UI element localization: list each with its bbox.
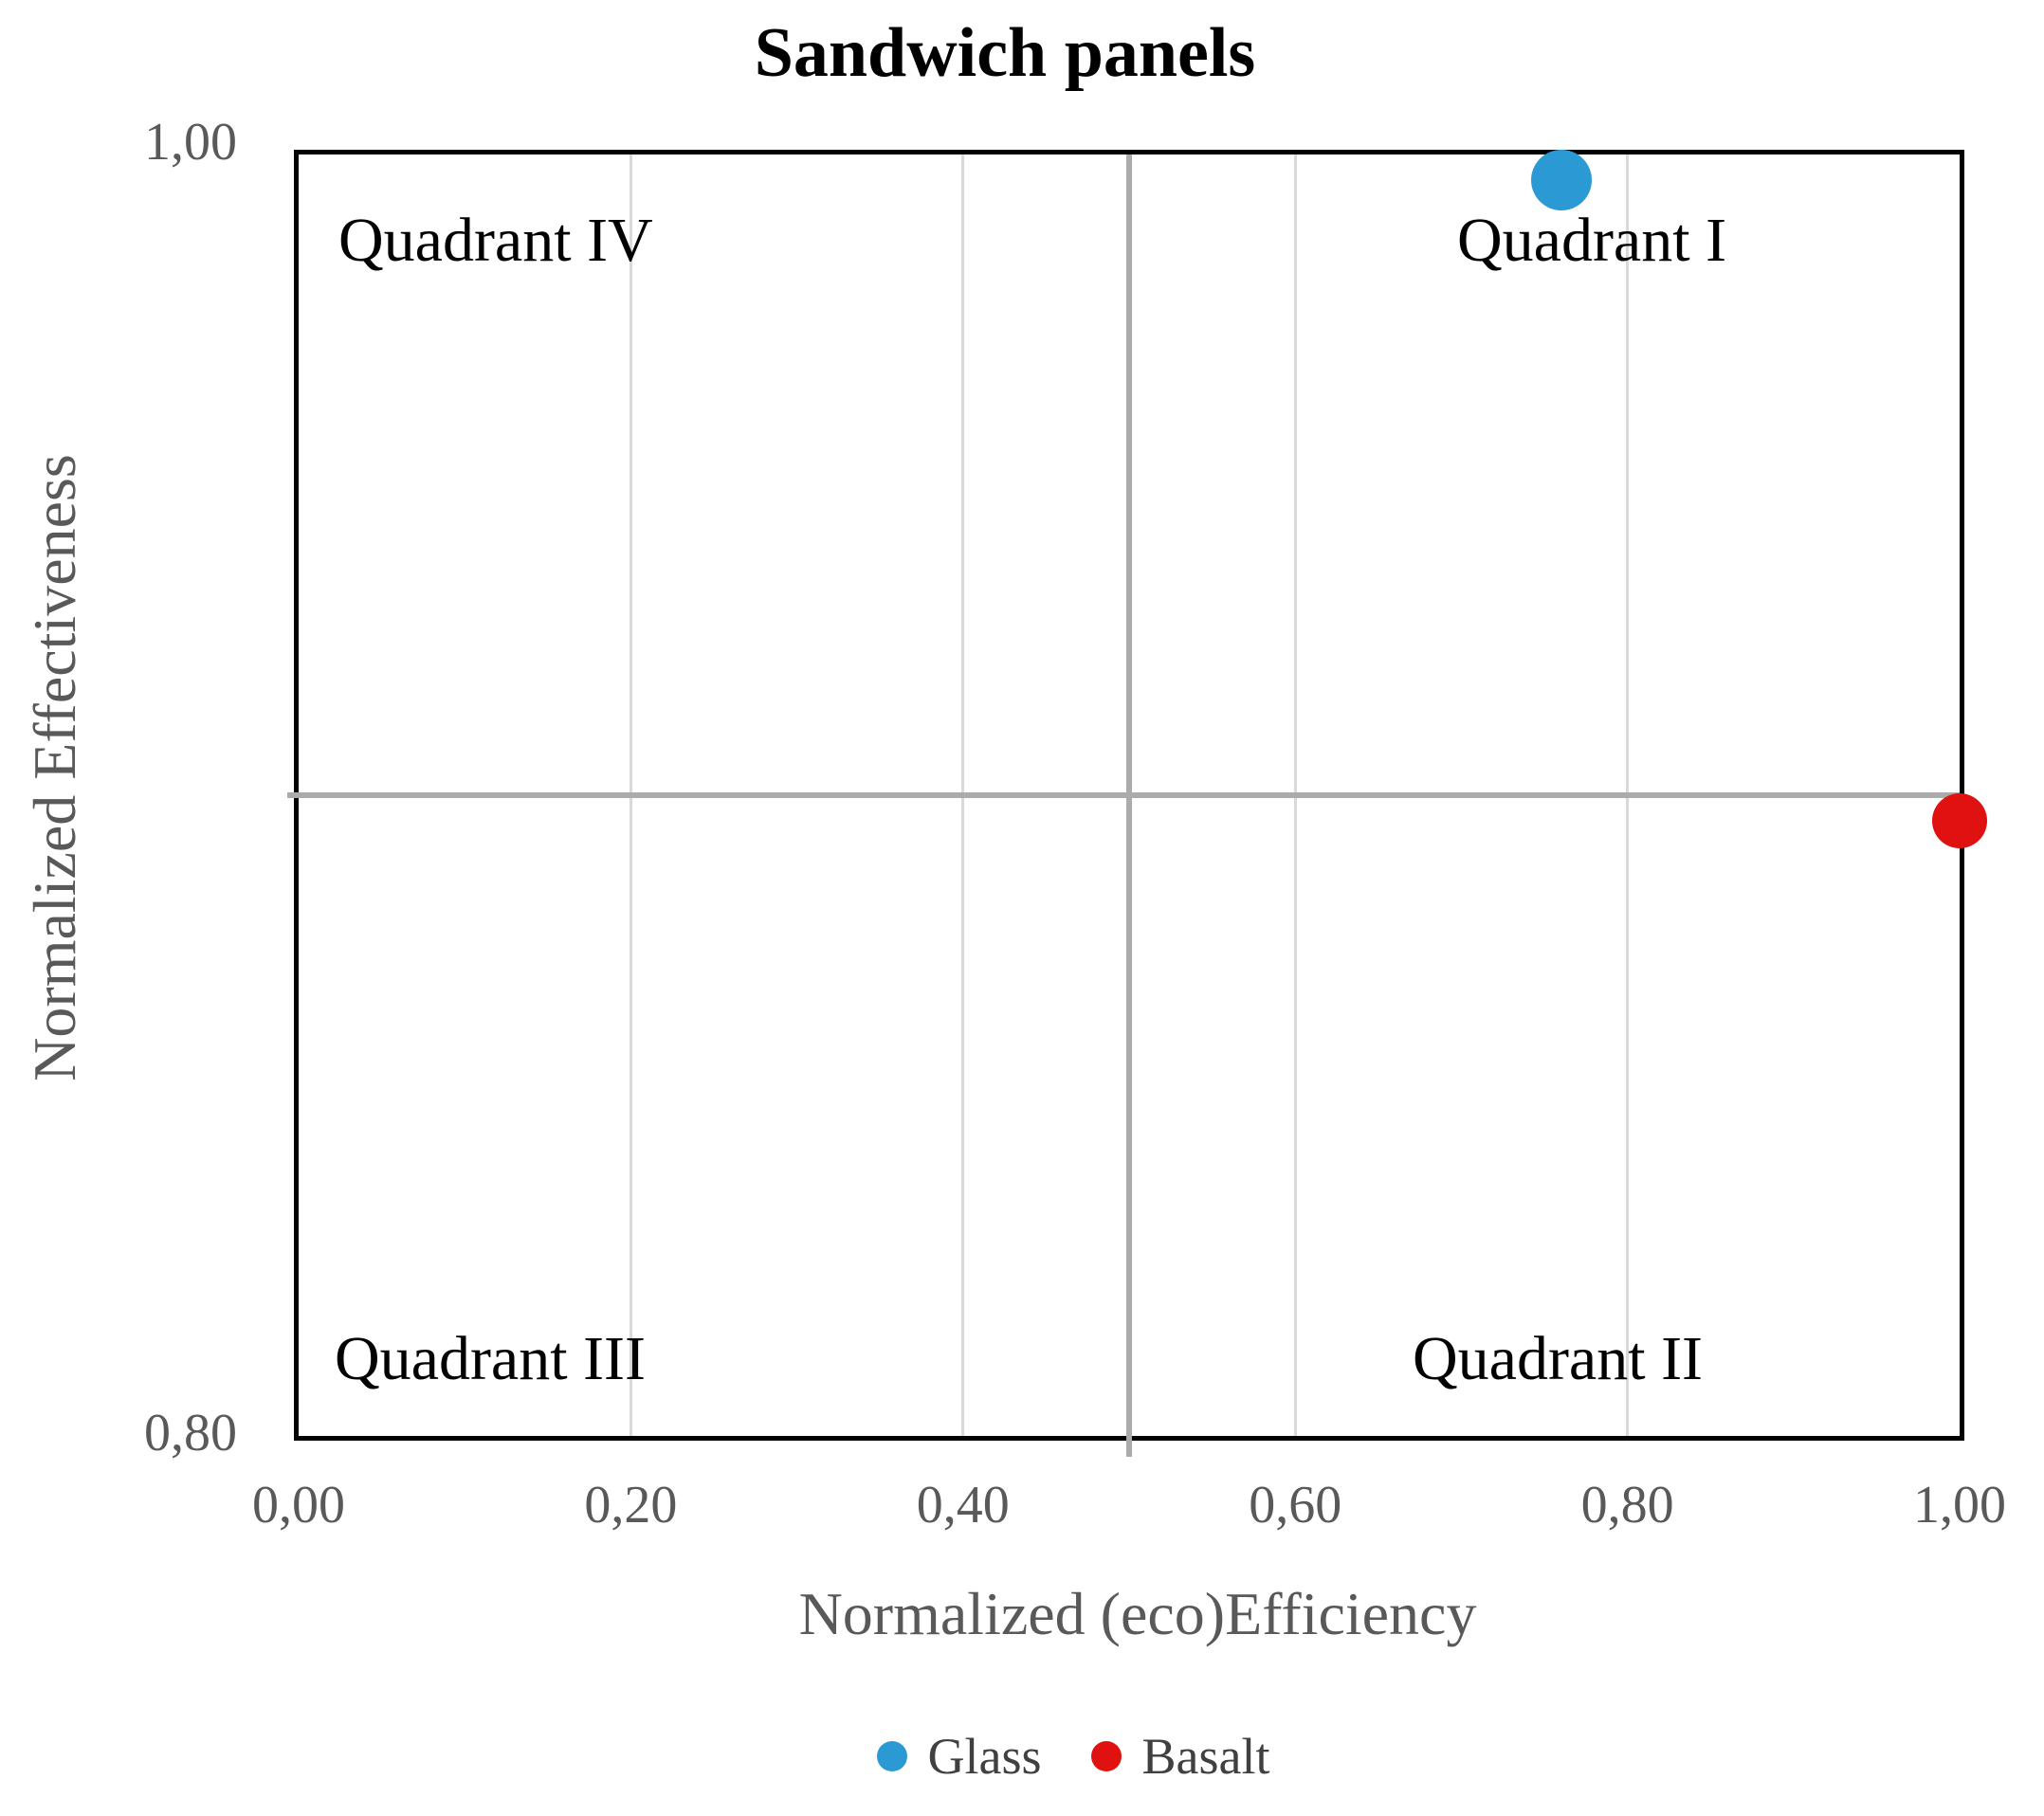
x-axis-tick-label: 0,20 [584, 1476, 678, 1535]
plot-area: Quadrant IV Quadrant I Quadrant III Quad… [287, 150, 1987, 1457]
quadrant-divider-horizontal [287, 792, 1960, 798]
legend-label: Glass [927, 1728, 1042, 1785]
x-axis-tick-label: 0,60 [1249, 1476, 1342, 1535]
x-axis-tick-label: 0,00 [252, 1476, 345, 1535]
legend-marker-icon [876, 1741, 907, 1771]
quadrant-iii-label: Quadrant III [335, 1324, 647, 1393]
chart-legend: Glass Basalt [51, 1731, 2044, 1782]
quadrant-divider-vertical [1126, 154, 1132, 1457]
x-axis-tick-label: 0,40 [916, 1476, 1010, 1535]
quadrant-ii-label: Quadrant II [1413, 1324, 1704, 1393]
x-axis-title: Normalized (eco)Efficiency [798, 1580, 1477, 1647]
chart-title: Sandwich panels [754, 14, 1256, 92]
data-point-basalt [1932, 793, 1987, 849]
legend-item-glass: Glass [876, 1728, 1042, 1785]
y-axis-title: Normalized Effectiveness [21, 454, 88, 1081]
legend-marker-icon [1090, 1741, 1122, 1771]
legend-label: Basalt [1141, 1728, 1270, 1785]
quadrant-i-label: Quadrant I [1457, 206, 1727, 275]
legend-item-basalt: Basalt [1090, 1728, 1270, 1785]
quadrant-iv-label: Quadrant IV [338, 206, 653, 275]
x-axis-tick-label: 0,80 [1580, 1476, 1674, 1535]
y-axis-tick-label-bottom: 0,80 [144, 1404, 237, 1462]
y-axis-tick-label-top: 1,00 [144, 113, 237, 172]
data-point-glass [1530, 150, 1592, 211]
x-axis-tick-label: 1,00 [1913, 1476, 2006, 1535]
